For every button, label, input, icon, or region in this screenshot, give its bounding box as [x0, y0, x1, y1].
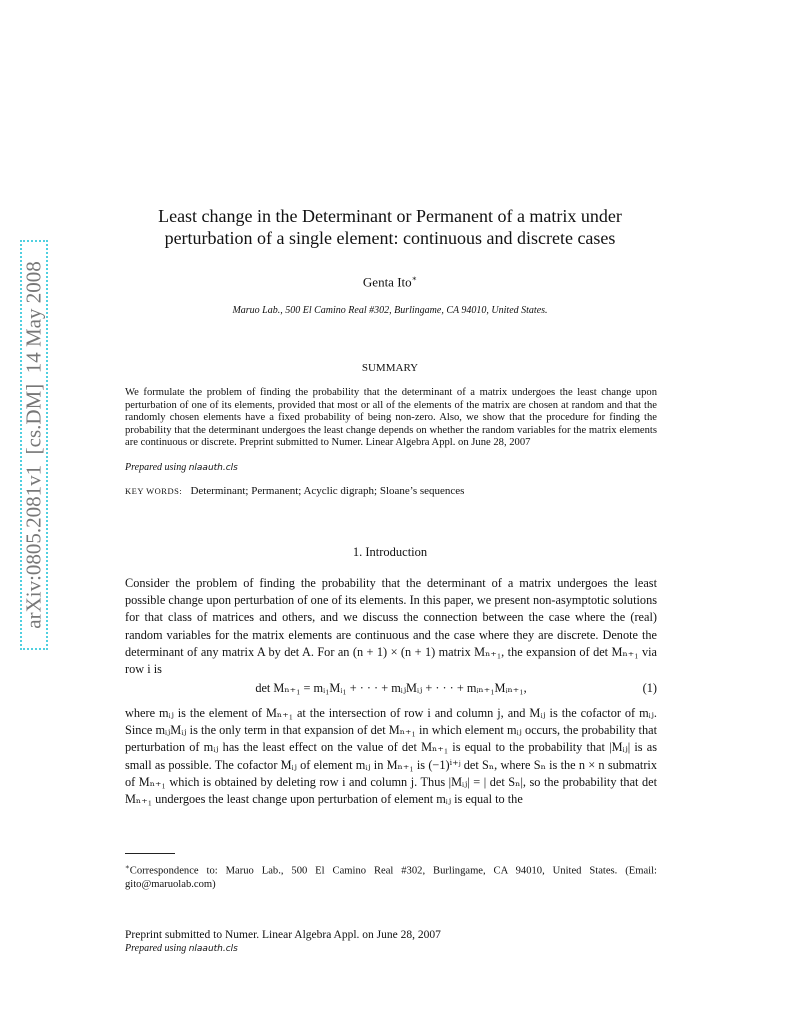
- summary-text: We formulate the problem of finding the …: [125, 387, 657, 449]
- title-line: perturbation of a single element: contin…: [164, 228, 616, 248]
- arxiv-stamp: arXiv:0805.2081v1 [cs.DM] 14 May 2008: [20, 240, 48, 650]
- author: Genta Ito∗: [100, 274, 680, 290]
- equation: det Mₙ₊₁ = mᵢ₁Mᵢ₁ + · · · + mᵢⱼMᵢⱼ + · ·…: [255, 681, 527, 695]
- section-heading: 1. Introduction: [100, 545, 680, 560]
- keywords-label: KEY WORDS:: [125, 486, 183, 496]
- equation-number: (1): [642, 681, 657, 695]
- keywords-text: Determinant; Permanent; Acyclic digraph;…: [190, 485, 465, 497]
- footer-prepared: Prepared using nlaauth.cls: [125, 943, 238, 954]
- paragraph: Consider the problem of finding the prob…: [125, 576, 657, 677]
- author-mark: ∗: [411, 274, 418, 283]
- summary-heading: SUMMARY: [361, 362, 419, 374]
- prepared-label: Prepared using: [125, 462, 187, 473]
- title-line: Least change in the Determinant or Perma…: [158, 206, 622, 226]
- section-title: Introduction: [365, 545, 428, 559]
- cls-name: nlaauth.cls: [188, 944, 238, 954]
- arxiv-stamp-text: arXiv:0805.2081v1 [cs.DM] 14 May 2008: [21, 261, 46, 629]
- footnote-text: Correspondence to: Maruo Lab., 500 El Ca…: [125, 865, 657, 890]
- paragraph: where mᵢⱼ is the element of Mₙ₊₁ at the …: [125, 706, 657, 807]
- summary-prepared: Prepared using nlaauth.cls: [125, 462, 238, 473]
- title: Least change in the Determinant or Perma…: [100, 205, 680, 249]
- author-name: Genta Ito: [362, 274, 412, 290]
- cls-name: nlaauth.cls: [188, 463, 238, 473]
- footer-preprint: Preprint submitted to Numer. Linear Alge…: [125, 929, 441, 941]
- footnote-rule: [125, 853, 175, 854]
- footnote: ∗Correspondence to: Maruo Lab., 500 El C…: [125, 861, 657, 891]
- section-number: 1.: [352, 545, 363, 559]
- footnote-mark: ∗: [125, 863, 130, 871]
- keywords: KEY WORDS: Determinant; Permanent; Acycl…: [125, 485, 464, 497]
- affiliation: Maruo Lab., 500 El Camino Real #302, Bur…: [232, 305, 548, 316]
- prepared-label: Prepared using: [125, 943, 187, 954]
